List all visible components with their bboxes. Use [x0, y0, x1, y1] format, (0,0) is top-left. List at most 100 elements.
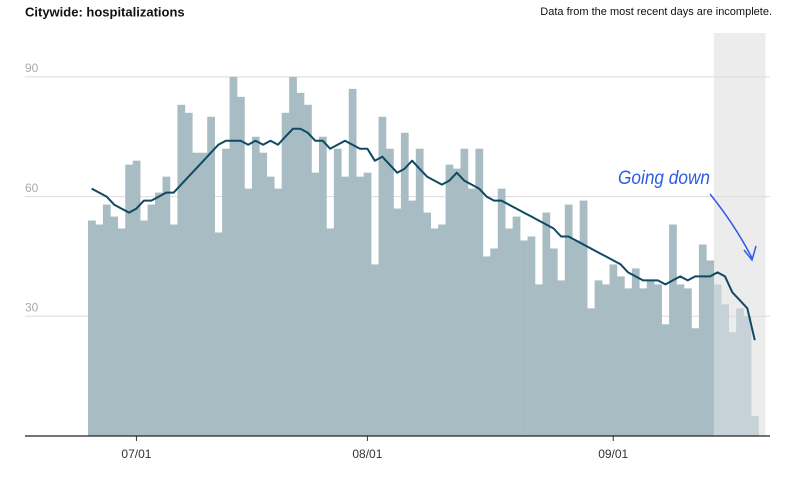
bar [400, 132, 409, 436]
bar [691, 328, 700, 436]
bar [311, 172, 320, 436]
bar [318, 136, 327, 437]
bar [289, 76, 297, 437]
y-tick-label: 60 [25, 181, 39, 195]
bar [721, 304, 729, 436]
bar [713, 284, 722, 436]
bar [274, 188, 282, 436]
bar [214, 232, 223, 436]
bar [386, 148, 394, 436]
annotation-arrowhead [743, 245, 757, 262]
bar [393, 208, 402, 436]
bar [743, 316, 752, 436]
bar [304, 104, 312, 437]
bar [244, 188, 253, 436]
bar [564, 204, 573, 436]
bar [326, 228, 335, 436]
bar [698, 244, 707, 436]
bar [222, 148, 230, 436]
bar [259, 152, 268, 436]
average-line [91, 127, 756, 341]
bar [572, 240, 580, 436]
bar [736, 308, 744, 436]
bar [475, 148, 484, 436]
bar [609, 264, 618, 436]
bar [490, 248, 499, 436]
bar [482, 256, 491, 436]
bar [520, 240, 528, 436]
bar [199, 152, 208, 436]
bar [557, 280, 566, 436]
plot-area: 30 60 90 07/01 08/01 09/01 [25, 33, 770, 461]
annotation-arrow [709, 193, 753, 259]
bar [251, 136, 260, 437]
bar [207, 116, 215, 436]
bar [535, 284, 543, 436]
bar [505, 228, 513, 436]
bar [408, 200, 417, 436]
y-tick-label: 30 [25, 300, 39, 314]
bar [497, 188, 506, 436]
bar [616, 276, 625, 436]
bar [371, 264, 379, 436]
bar [728, 332, 737, 436]
x-tick-label: 07/01 [121, 447, 151, 461]
bar [363, 172, 372, 436]
bar [110, 216, 119, 436]
bar [162, 176, 171, 437]
bar [527, 236, 536, 436]
bar [445, 164, 454, 436]
bar [706, 260, 715, 436]
bar [147, 204, 156, 436]
bar [751, 416, 759, 436]
bar [125, 164, 133, 436]
bar [676, 284, 685, 436]
bar [237, 96, 245, 436]
bar [587, 308, 595, 436]
bar [155, 192, 163, 436]
bar [631, 268, 640, 436]
bar [333, 148, 342, 436]
bar [341, 176, 350, 437]
bar [460, 148, 469, 436]
bar [423, 212, 431, 436]
bar [356, 176, 364, 437]
bar [453, 168, 461, 436]
chart-title: Citywide: hospitalizations [25, 4, 185, 19]
bar [378, 116, 387, 436]
bar [602, 284, 610, 436]
x-tick-label: 09/01 [598, 447, 628, 461]
bar [140, 220, 148, 436]
y-tick-label: 90 [25, 61, 39, 75]
bar [95, 224, 104, 436]
bar [132, 160, 141, 436]
bar [192, 152, 201, 436]
annotation: Going down [618, 168, 710, 189]
bar [661, 324, 670, 436]
bar [348, 88, 357, 436]
bar [594, 280, 603, 436]
bar [624, 288, 633, 436]
bar [684, 288, 692, 436]
bar [512, 216, 521, 436]
bar [281, 112, 290, 437]
bar [639, 288, 648, 436]
bar [430, 228, 439, 436]
bar [646, 280, 655, 436]
bar [467, 188, 476, 436]
bar [177, 104, 186, 437]
bar [654, 284, 662, 436]
chart-note: Data from the most recent days are incom… [540, 6, 772, 18]
bar [102, 204, 111, 436]
bar [229, 76, 238, 437]
bar [169, 224, 178, 436]
bar [296, 92, 305, 436]
bar [669, 224, 677, 436]
bar [438, 224, 446, 436]
bar [415, 148, 424, 436]
bar [88, 220, 96, 436]
bar [542, 212, 551, 436]
x-tick-label: 08/01 [352, 447, 382, 461]
